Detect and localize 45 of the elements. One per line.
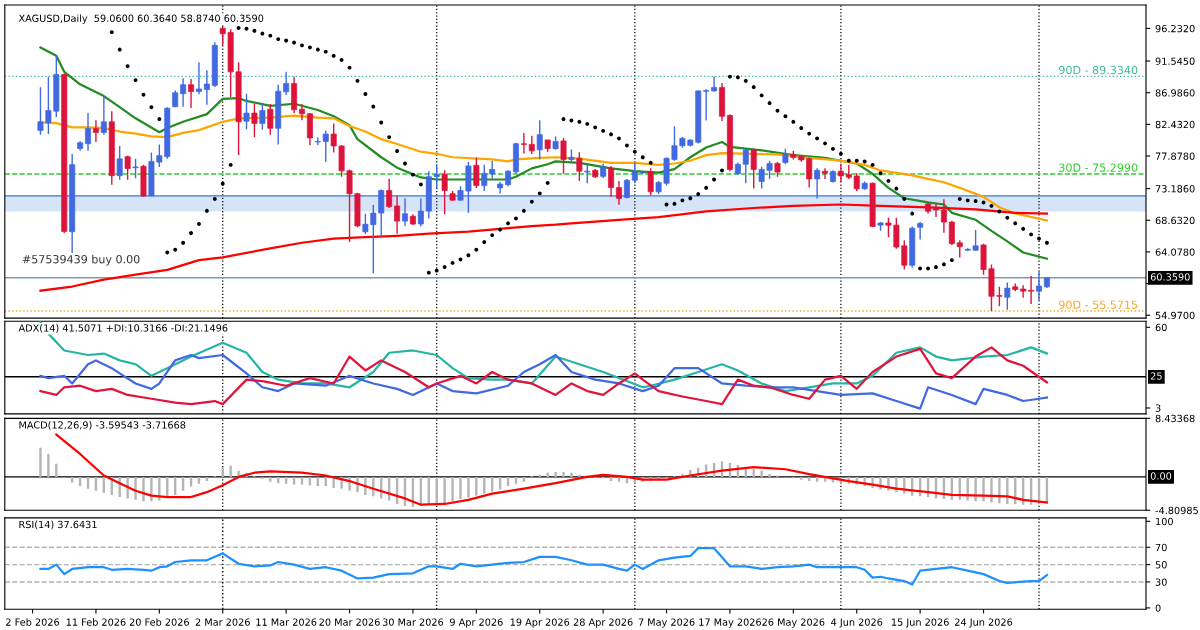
y-tick-label: 77.8780 [1155, 152, 1195, 160]
y-tick-label: 96.2320 [1155, 24, 1195, 33]
x-tick-label: 17 May 2026 [699, 618, 762, 628]
y-tick-label: 50 [1155, 561, 1167, 569]
x-tick-label: 28 Apr 2026 [573, 618, 633, 628]
x-tick-label: 20 Mar 2026 [319, 618, 380, 626]
annotation: #57539439 buy 0.00 [22, 254, 140, 266]
x-tick-label: 2 Mar 2026 [195, 618, 250, 626]
y-tick-label: 0 [1155, 604, 1161, 612]
y-tick-label: -4.80985 [1155, 506, 1198, 515]
y-tick-label: 86.9860 [1155, 89, 1195, 97]
ref-line-label: 25 [1150, 372, 1162, 380]
chart-title: ADX(14) 41.5071 +DI:10.3166 -DI:21.1496 [18, 324, 228, 333]
y-tick-label: 70 [1155, 543, 1167, 552]
y-tick-label: 100 [1156, 517, 1173, 526]
y-tick-label: 91.5450 [1155, 57, 1195, 65]
x-tick-label: 11 Mar 2026 [256, 618, 317, 626]
x-tick-label: 2 Feb 2026 [6, 618, 60, 626]
x-tick-label: 30 Mar 2026 [382, 618, 444, 626]
x-tick-label: 4 Jun 2026 [831, 618, 883, 628]
y-tick-label: 3 [1155, 404, 1161, 412]
y-tick-label: 68.6320 [1155, 216, 1195, 225]
x-tick-label: 7 May 2026 [638, 618, 695, 628]
x-tick-label: 19 Apr 2026 [510, 618, 570, 628]
ref-line-label: 90D - 89.3340 [1059, 65, 1138, 75]
y-tick-label: 73.1860 [1155, 185, 1195, 193]
ref-line-label: 90D - 55.5715 [1059, 300, 1138, 309]
ref-line-label: 0.00 [1150, 472, 1172, 480]
y-tick-label: 64.0780 [1155, 248, 1195, 256]
text: XAGUSD,Daily 59.0600 60.3640 58.8740 60.3590 [18, 14, 264, 24]
y-tick-label: 82.4320 [1155, 120, 1195, 129]
y-tick-label: 8.43368 [1155, 414, 1195, 423]
x-tick-label: 26 May 2026 [762, 618, 825, 628]
ref-line-label: 30D - 75.2990 [1059, 163, 1138, 172]
y-tick-label: 30 [1155, 578, 1167, 586]
ref-line-label: 60.3590 [1150, 273, 1190, 281]
x-tick-label: 9 Apr 2026 [449, 618, 503, 628]
x-tick-label: 15 Jun 2026 [891, 618, 949, 628]
chart-title: MACD(12,26,9) -3.59543 -3.71668 [19, 421, 186, 430]
y-tick-label: 54.9700 [1155, 311, 1195, 320]
x-tick-label: 24 Jun 2026 [955, 618, 1013, 628]
y-tick-label: 60 [1155, 323, 1167, 332]
x-tick-label: 11 Feb 2026 [66, 618, 126, 626]
chart-title: RSI(14) 37.6431 [19, 520, 97, 530]
x-tick-label: 20 Feb 2026 [129, 618, 189, 626]
